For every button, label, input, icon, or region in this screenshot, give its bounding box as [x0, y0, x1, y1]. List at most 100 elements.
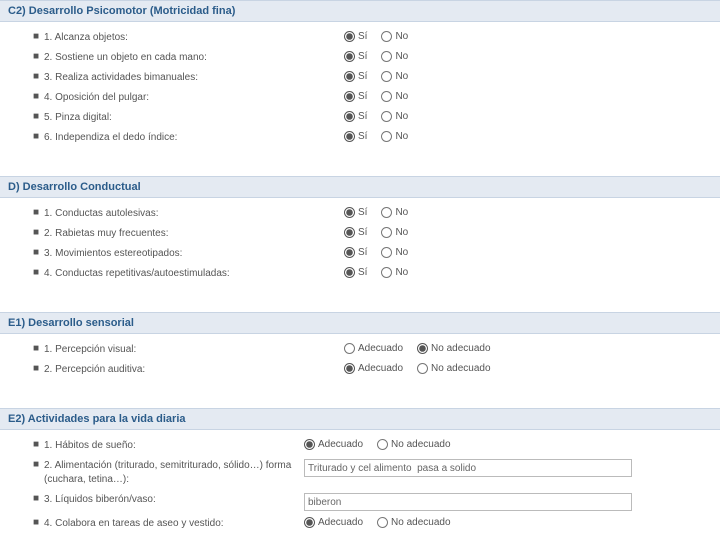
bullet-icon: ■ [32, 51, 40, 62]
question-label: 6. Independiza el dedo índice: [40, 131, 344, 145]
radio-no[interactable] [381, 267, 392, 278]
radio-no-adecuado[interactable] [417, 343, 428, 354]
radio-no[interactable] [381, 31, 392, 42]
radio-no-adecuado[interactable] [417, 363, 428, 374]
question-label: 2. Percepción auditiva: [40, 363, 344, 377]
radio-no-label: No [395, 71, 408, 82]
radio-yes-label: Sí [358, 91, 367, 102]
radio-no[interactable] [381, 71, 392, 82]
radio-yes-label: Sí [358, 207, 367, 218]
form-row: ■ 6. Independiza el dedo índice: Sí No [0, 128, 720, 148]
radio-yes[interactable] [344, 51, 355, 62]
radio-adecuado[interactable] [304, 517, 315, 528]
radio-yes[interactable] [344, 227, 355, 238]
radio-adecuado-label: Adecuado [358, 343, 403, 354]
radio-yes-label: Sí [358, 227, 367, 238]
question-label: 4. Oposición del pulgar: [40, 91, 344, 105]
question-label: 1. Alcanza objetos: [40, 31, 344, 45]
bullet-icon: ■ [32, 459, 40, 470]
radio-yes[interactable] [344, 111, 355, 122]
radio-adecuado[interactable] [344, 343, 355, 354]
radio-yes[interactable] [344, 71, 355, 82]
form-row: ■ 3. Líquidos biberón/vaso: [0, 490, 720, 514]
section-header-e2: E2) Actividades para la vida diaria [0, 408, 720, 430]
question-label: 5. Pinza digital: [40, 111, 344, 125]
radio-no-adecuado-label: No adecuado [431, 363, 491, 374]
radio-yes[interactable] [344, 247, 355, 258]
section-body-e2: ■ 1. Hábitos de sueño: Adecuado No adecu… [0, 430, 720, 544]
bullet-icon: ■ [32, 247, 40, 258]
radio-no-label: No [395, 51, 408, 62]
radio-no-adecuado[interactable] [377, 439, 388, 450]
alimentacion-input[interactable] [304, 459, 632, 477]
radio-adecuado[interactable] [344, 363, 355, 374]
section-header-c2: C2) Desarrollo Psicomotor (Motricidad fi… [0, 0, 720, 22]
question-label: 3. Líquidos biberón/vaso: [40, 493, 304, 507]
radio-no[interactable] [381, 51, 392, 62]
radio-yes[interactable] [344, 31, 355, 42]
question-label: 1. Conductas autolesivas: [40, 207, 344, 221]
section-header-e1: E1) Desarrollo sensorial [0, 312, 720, 334]
form-row: ■ 5. Pinza digital: Sí No [0, 108, 720, 128]
radio-adecuado[interactable] [304, 439, 315, 450]
radio-no-label: No [395, 91, 408, 102]
radio-no[interactable] [381, 131, 392, 142]
bullet-icon: ■ [32, 207, 40, 218]
question-label: 4. Conductas repetitivas/autoestimuladas… [40, 267, 344, 281]
liquidos-input[interactable] [304, 493, 632, 511]
form-row: ■ 2. Rabietas muy frecuentes: Sí No [0, 224, 720, 244]
form-row: ■ 3. Movimientos estereotipados: Sí No [0, 244, 720, 264]
radio-adecuado-label: Adecuado [358, 363, 403, 374]
radio-no[interactable] [381, 207, 392, 218]
form-row: ■ 4. Conductas repetitivas/autoestimulad… [0, 264, 720, 284]
bullet-icon: ■ [32, 267, 40, 278]
radio-yes-label: Sí [358, 51, 367, 62]
question-label: 2. Rabietas muy frecuentes: [40, 227, 344, 241]
bullet-icon: ■ [32, 493, 40, 504]
form-row: ■ 4. Oposición del pulgar: Sí No [0, 88, 720, 108]
bullet-icon: ■ [32, 363, 40, 374]
form-row: ■ 1. Alcanza objetos: Sí No [0, 28, 720, 48]
form-row: ■ 1. Conductas autolesivas: Sí No [0, 204, 720, 224]
bullet-icon: ■ [32, 517, 40, 528]
radio-no[interactable] [381, 111, 392, 122]
question-label: 1. Hábitos de sueño: [40, 439, 304, 453]
radio-no[interactable] [381, 227, 392, 238]
radio-yes-label: Sí [358, 31, 367, 42]
radio-no[interactable] [381, 91, 392, 102]
section-body-e1: ■ 1. Percepción visual: Adecuado No adec… [0, 334, 720, 408]
radio-yes-label: Sí [358, 71, 367, 82]
radio-no-label: No [395, 267, 408, 278]
form-row: ■ 2. Alimentación (triturado, semitritur… [0, 456, 720, 490]
radio-no-label: No [395, 247, 408, 258]
form-row: ■ 1. Percepción visual: Adecuado No adec… [0, 340, 720, 360]
radio-no-label: No [395, 207, 408, 218]
bullet-icon: ■ [32, 343, 40, 354]
radio-no-label: No [395, 227, 408, 238]
radio-no-label: No [395, 111, 408, 122]
bullet-icon: ■ [32, 31, 40, 42]
question-label: 4. Colabora en tareas de aseo y vestido: [40, 517, 304, 531]
question-label: 1. Percepción visual: [40, 343, 344, 357]
radio-yes[interactable] [344, 131, 355, 142]
radio-yes-label: Sí [358, 131, 367, 142]
radio-no-adecuado[interactable] [377, 517, 388, 528]
radio-yes[interactable] [344, 207, 355, 218]
radio-no-adecuado-label: No adecuado [391, 439, 451, 450]
radio-yes[interactable] [344, 267, 355, 278]
bullet-icon: ■ [32, 131, 40, 142]
question-label: 2. Alimentación (triturado, semitriturad… [40, 459, 304, 487]
form-row: ■ 4. Colabora en tareas de aseo y vestid… [0, 514, 720, 534]
form-row: ■ 3. Realiza actividades bimanuales: Sí … [0, 68, 720, 88]
bullet-icon: ■ [32, 71, 40, 82]
radio-no[interactable] [381, 247, 392, 258]
radio-no-adecuado-label: No adecuado [431, 343, 491, 354]
radio-yes-label: Sí [358, 247, 367, 258]
question-label: 3. Realiza actividades bimanuales: [40, 71, 344, 85]
bullet-icon: ■ [32, 227, 40, 238]
section-body-c2: ■ 1. Alcanza objetos: Sí No ■ 2. Sostien… [0, 22, 720, 176]
radio-adecuado-label: Adecuado [318, 439, 363, 450]
radio-yes[interactable] [344, 91, 355, 102]
radio-yes-label: Sí [358, 111, 367, 122]
form-row: ■ 2. Percepción auditiva: Adecuado No ad… [0, 360, 720, 380]
